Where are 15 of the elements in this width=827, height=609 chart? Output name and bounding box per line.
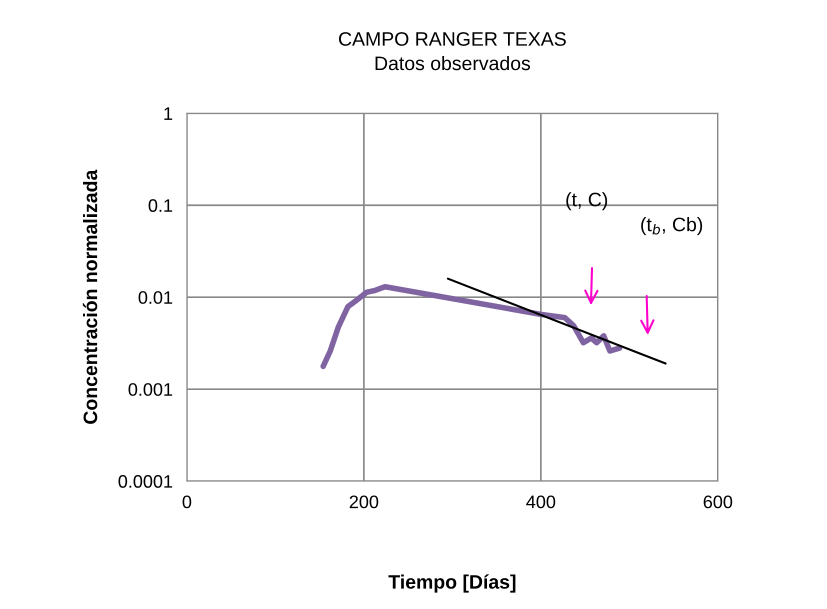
chart-subtitle: Datos observados (376, 56, 530, 70)
y-tick-label: 0.1 (148, 199, 172, 212)
x-axis-title: Tiempo [Días] (388, 574, 516, 593)
annotation: (t, C) (566, 192, 608, 210)
x-tick-label: 400 (526, 495, 556, 508)
chart-title: CAMPO RANGER TEXAS (339, 32, 566, 46)
y-tick-label: 0.001 (128, 383, 172, 396)
annotation: (t$_{b}$, Cb) (641, 217, 702, 236)
y-axis-title: Concentración normalizada (82, 170, 98, 424)
y-tick-label: 0.0001 (118, 475, 172, 488)
y-tick-label: 0.01 (138, 291, 172, 304)
x-tick-label: 0 (182, 495, 192, 508)
x-tick-label: 600 (704, 495, 732, 508)
x-tick-label: 200 (350, 495, 378, 508)
y-tick-label: 1 (164, 107, 172, 120)
